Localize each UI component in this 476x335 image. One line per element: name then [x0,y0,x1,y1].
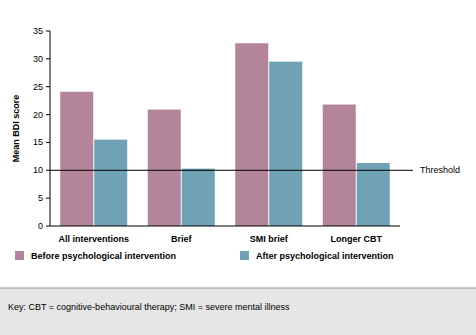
y-tick [46,86,50,87]
caption-band [0,288,476,335]
y-axis [50,31,51,226]
bar [357,163,390,226]
y-tick [46,170,50,171]
y-tick-label: 35 [33,26,43,36]
x-tick-label: SMI brief [250,234,289,244]
bar [235,43,268,226]
y-tick [46,142,50,143]
x-axis [50,226,400,227]
x-tick-label: Brief [171,234,193,244]
x-tick-label: All interventions [58,234,129,244]
bar [94,140,127,226]
legend-label: After psychological intervention [256,251,394,261]
y-tick [46,198,50,199]
y-axis-label: Mean BDI score [11,95,21,163]
caption-rule [0,288,476,289]
y-tick-label: 15 [33,137,43,147]
y-tick [46,31,50,32]
bar [323,105,356,226]
bar [60,92,93,226]
bar [269,62,302,226]
legend-swatch [240,251,249,260]
y-tick-label: 20 [33,110,43,120]
chart: 0 5 10 15 20 25 30 35 All interventions Brief SMI … [0,0,476,335]
bar [182,169,215,226]
x-tick-label: Longer CBT [331,234,383,244]
y-tick-label: 5 [38,193,43,203]
y-tick-label: 25 [33,82,43,92]
y-tick-label: 0 [38,221,43,231]
y-tick [46,226,50,227]
caption: Key: CBT = cognitive-behavioural therapy… [8,302,290,312]
legend-label: Before psychological intervention [31,251,176,261]
threshold-line [50,170,413,171]
y-tick [46,114,50,115]
y-tick-label: 30 [33,54,43,64]
bar [148,110,181,226]
threshold-label: Threshold [420,165,460,175]
y-tick-label: 10 [33,165,43,175]
legend-swatch [15,251,24,260]
y-tick [46,58,50,59]
bars [60,43,390,226]
